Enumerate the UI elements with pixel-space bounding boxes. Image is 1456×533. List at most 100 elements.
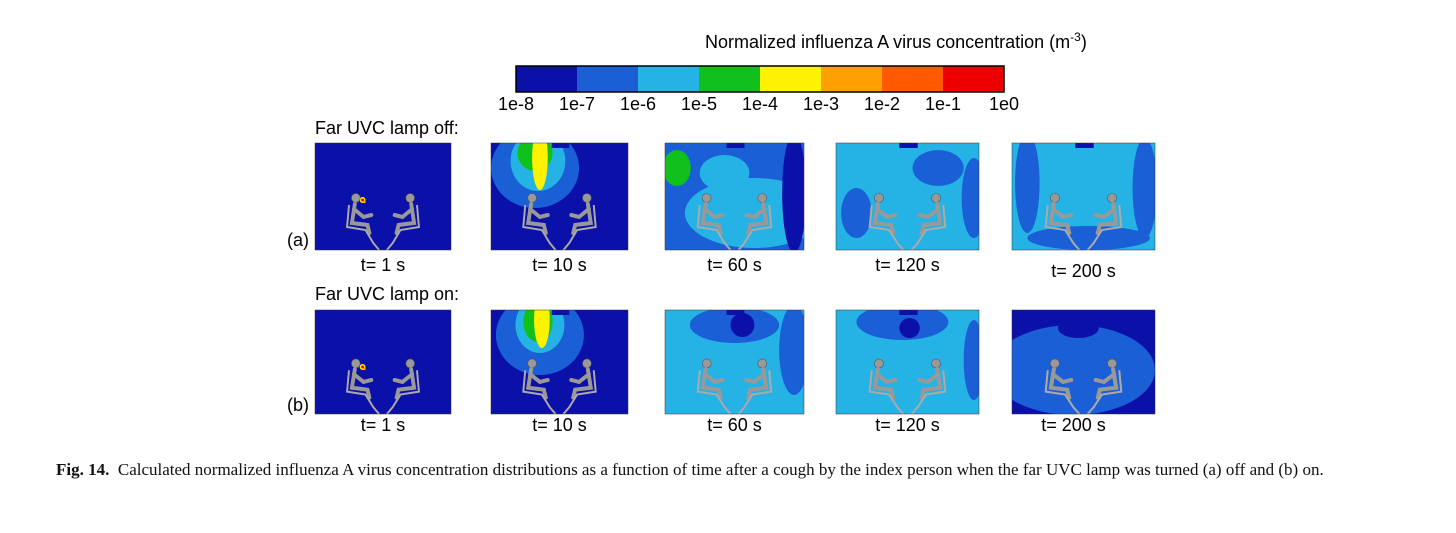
panel-content xyxy=(315,143,451,250)
mannequin xyxy=(386,193,420,250)
cough-core xyxy=(361,365,365,369)
mannequin-head xyxy=(405,358,415,369)
mannequin-body xyxy=(1048,202,1074,235)
lamp xyxy=(551,310,570,315)
colorbar-label: 1e-1 xyxy=(925,94,961,114)
mannequin-head xyxy=(351,193,361,203)
contour-region xyxy=(699,155,750,191)
mannequin-body xyxy=(744,202,769,235)
caption-text: Calculated normalized influenza A virus … xyxy=(117,460,1324,479)
mannequin xyxy=(910,358,947,414)
colorbar-segment xyxy=(516,66,578,92)
contour-region xyxy=(961,158,980,238)
mannequin xyxy=(1086,193,1123,250)
mannequin-body xyxy=(349,367,374,400)
panel-label: (a) xyxy=(287,230,309,250)
colorbar-label: 1e-7 xyxy=(559,94,595,114)
mannequin xyxy=(910,193,947,250)
colorbar-border xyxy=(515,65,1005,93)
panel-border xyxy=(1011,309,1156,415)
lamp xyxy=(899,310,918,315)
lamp xyxy=(1075,143,1094,148)
colorbar: 1e-8 1e-7 1e-6 1e-5 1e-4 1e-3 1e-2 1e-1 1e0 xyxy=(498,65,1019,114)
contour-region xyxy=(963,320,980,400)
chair xyxy=(562,204,597,250)
panel-border xyxy=(835,142,980,251)
contour-region xyxy=(730,313,755,337)
mannequin-head xyxy=(1107,193,1118,203)
chair xyxy=(346,204,380,250)
mannequin xyxy=(522,193,557,250)
mannequin-head xyxy=(527,193,537,203)
mannequin-head xyxy=(527,358,537,369)
mannequin-body xyxy=(917,202,943,235)
row-heading: Far UVC lamp off: xyxy=(315,118,459,138)
mannequin xyxy=(1044,193,1081,250)
chair xyxy=(522,204,557,250)
panels: Far UVC lamp off: (a) t= 1 s t= 10 s t= 60 s… xyxy=(287,118,1156,435)
mannequin xyxy=(737,358,773,414)
chair xyxy=(696,370,732,414)
panel-content xyxy=(836,143,980,250)
time-label: t= 120 s xyxy=(875,255,940,275)
panel-content xyxy=(491,143,628,250)
chair xyxy=(562,370,597,414)
colorbar-segment xyxy=(577,66,639,92)
mannequin xyxy=(346,193,380,250)
chair xyxy=(1086,370,1123,414)
contour-panel xyxy=(314,142,452,251)
contour-panel xyxy=(314,309,452,415)
mannequin-body xyxy=(569,367,594,400)
panel-border xyxy=(314,309,452,415)
chair xyxy=(386,370,420,414)
chair xyxy=(737,370,773,414)
mannequin xyxy=(522,358,557,414)
panel-background xyxy=(315,310,451,414)
caption: Fig. 14. Calculated normalized influenza… xyxy=(56,458,1396,481)
panel-content xyxy=(665,310,805,414)
mannequin-body xyxy=(1093,202,1119,235)
colorbar-label: 1e0 xyxy=(989,94,1019,114)
contour-panel xyxy=(835,309,980,415)
cough-edge xyxy=(363,367,366,371)
mannequin xyxy=(562,358,597,414)
contour-panel xyxy=(664,142,805,251)
cough-core xyxy=(361,198,365,202)
colorbar-title: Normalized influenza A virus concentrati… xyxy=(705,30,1087,52)
mannequin xyxy=(1044,358,1081,414)
mannequin-head xyxy=(873,193,884,203)
chair xyxy=(1044,370,1081,414)
panel-border xyxy=(490,309,629,415)
mannequin-body xyxy=(917,367,943,400)
contour-region xyxy=(1132,143,1156,238)
mannequin xyxy=(562,193,597,250)
title-superscript: -3 xyxy=(1070,30,1081,44)
contour-panel xyxy=(490,142,629,251)
panel-content xyxy=(836,310,980,414)
mannequin xyxy=(868,358,905,414)
panel-content xyxy=(1012,143,1156,250)
chair xyxy=(1044,204,1081,250)
cough-edge xyxy=(363,200,366,204)
panel-label: (b) xyxy=(287,395,309,415)
mannequin-head xyxy=(757,193,768,203)
contour-panel xyxy=(490,309,629,415)
lamp xyxy=(375,143,393,148)
time-label: t= 1 s xyxy=(361,255,406,275)
chair xyxy=(910,204,947,250)
contour-panel xyxy=(1011,142,1156,251)
mannequin xyxy=(868,193,905,250)
colorbar-segment xyxy=(882,66,944,92)
row-heading: Far UVC lamp on: xyxy=(315,284,459,304)
colorbar-label: 1e-2 xyxy=(864,94,900,114)
lamp xyxy=(375,310,393,315)
chair xyxy=(868,204,905,250)
panel-border xyxy=(314,142,452,251)
colorbar-label: 1e-5 xyxy=(681,94,717,114)
time-label: t= 60 s xyxy=(707,415,762,435)
contour-region xyxy=(912,150,964,186)
mannequin-body xyxy=(700,202,725,235)
time-label: t= 200 s xyxy=(1051,261,1116,281)
lamp xyxy=(899,143,918,148)
